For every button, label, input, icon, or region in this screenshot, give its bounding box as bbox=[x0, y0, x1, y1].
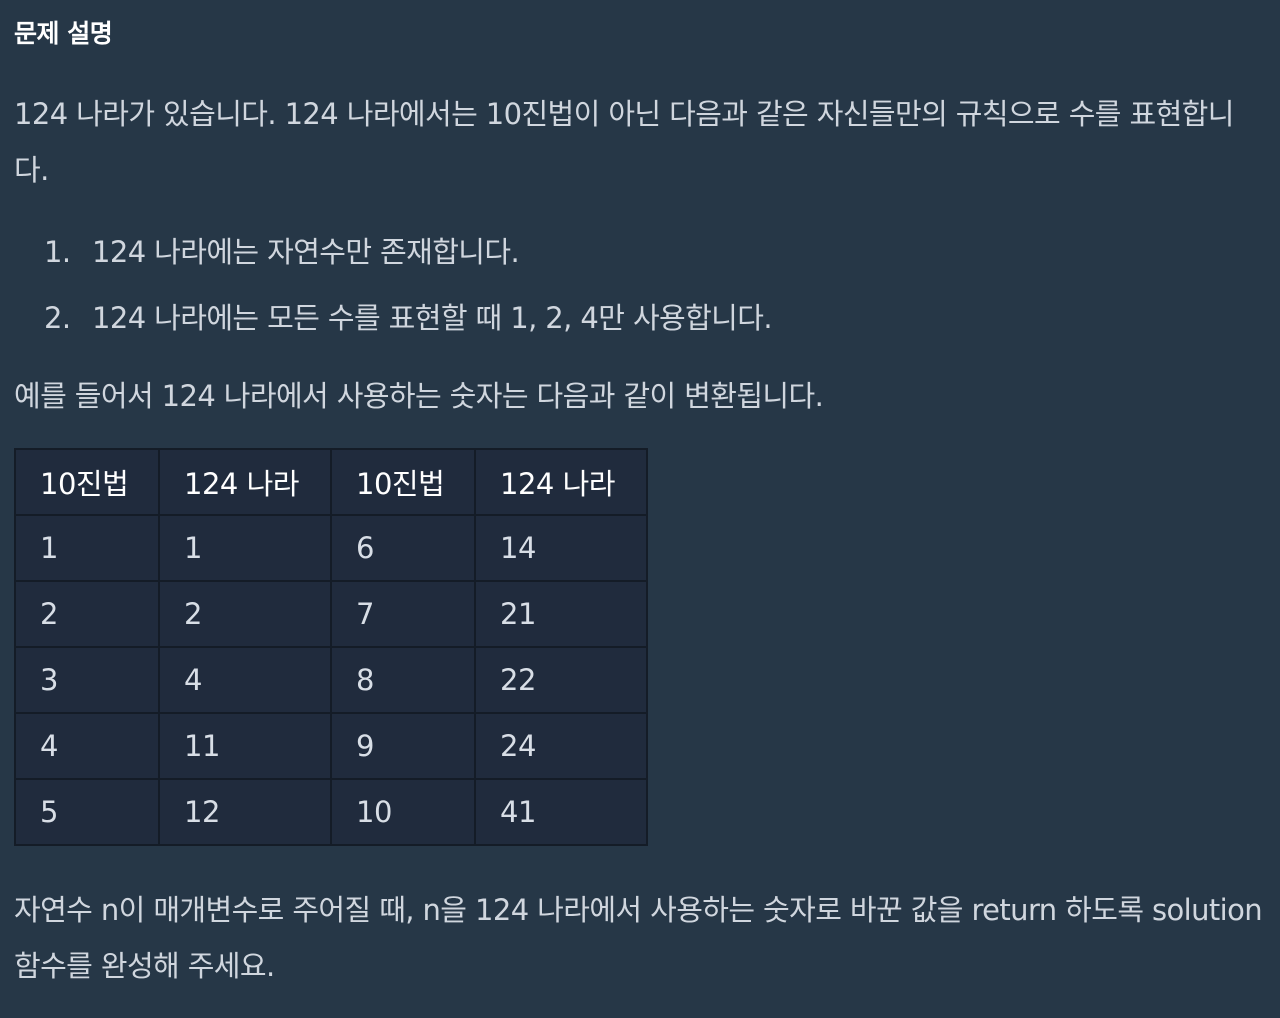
header-decimal: 10진법 bbox=[330, 448, 476, 516]
table-row: 4 11 9 24 bbox=[14, 712, 648, 780]
table-cell: 4 bbox=[14, 712, 160, 780]
rule-item: 2. 124 나라에는 모든 수를 표현할 때 1, 2, 4만 사용합니다. bbox=[44, 292, 773, 358]
table-row: 3 4 8 22 bbox=[14, 646, 648, 714]
rule-number: 1. bbox=[44, 235, 71, 269]
table-cell: 7 bbox=[330, 580, 476, 648]
table-cell: 2 bbox=[14, 580, 160, 648]
table-cell: 10 bbox=[330, 778, 476, 846]
rule-text: 124 나라에는 자연수만 존재합니다. bbox=[92, 235, 520, 269]
table-cell: 2 bbox=[158, 580, 332, 648]
table-cell: 24 bbox=[474, 712, 648, 780]
rule-number: 2. bbox=[44, 301, 71, 335]
task-paragraph: 자연수 n이 매개변수로 주어질 때, n을 124 나라에서 사용하는 숫자로… bbox=[14, 893, 1263, 983]
table-cell: 21 bbox=[474, 580, 648, 648]
table-cell: 14 bbox=[474, 514, 648, 582]
table-cell: 3 bbox=[14, 646, 160, 714]
table-row: 2 2 7 21 bbox=[14, 580, 648, 648]
table-cell: 6 bbox=[330, 514, 476, 582]
table-cell: 9 bbox=[330, 712, 476, 780]
table-cell: 41 bbox=[474, 778, 648, 846]
table-row: 1 1 6 14 bbox=[14, 514, 648, 582]
table-cell: 11 bbox=[158, 712, 332, 780]
example-paragraph: 예를 들어서 124 나라에서 사용하는 숫자는 다음과 같이 변환됩니다. bbox=[14, 379, 824, 413]
rule-item: 1. 124 나라에는 자연수만 존재합니다. bbox=[44, 226, 772, 292]
table-cell: 12 bbox=[158, 778, 332, 846]
header-decimal: 10진법 bbox=[14, 448, 160, 516]
conversion-table: 10진법 124 나라 10진법 124 나라 1 1 6 14 2 2 7 2… bbox=[14, 448, 648, 846]
header-124: 124 나라 bbox=[474, 448, 648, 516]
rule-text: 124 나라에는 모든 수를 표현할 때 1, 2, 4만 사용합니다. bbox=[92, 301, 773, 335]
table-cell: 4 bbox=[158, 646, 332, 714]
table-row: 5 12 10 41 bbox=[14, 778, 648, 846]
header-124: 124 나라 bbox=[158, 448, 332, 516]
table-cell: 5 bbox=[14, 778, 160, 846]
table-cell: 1 bbox=[158, 514, 332, 582]
table-header-row: 10진법 124 나라 10진법 124 나라 bbox=[14, 448, 648, 516]
table-cell: 22 bbox=[474, 646, 648, 714]
intro-paragraph: 124 나라가 있습니다. 124 나라에서는 10진법이 아닌 다음과 같은 … bbox=[14, 97, 1234, 187]
table-cell: 1 bbox=[14, 514, 160, 582]
section-title: 문제 설명 bbox=[14, 19, 113, 48]
table-cell: 8 bbox=[330, 646, 476, 714]
rules-list: 1. 124 나라에는 자연수만 존재합니다. 2. 124 나라에는 모든 수를 … bbox=[44, 226, 773, 358]
